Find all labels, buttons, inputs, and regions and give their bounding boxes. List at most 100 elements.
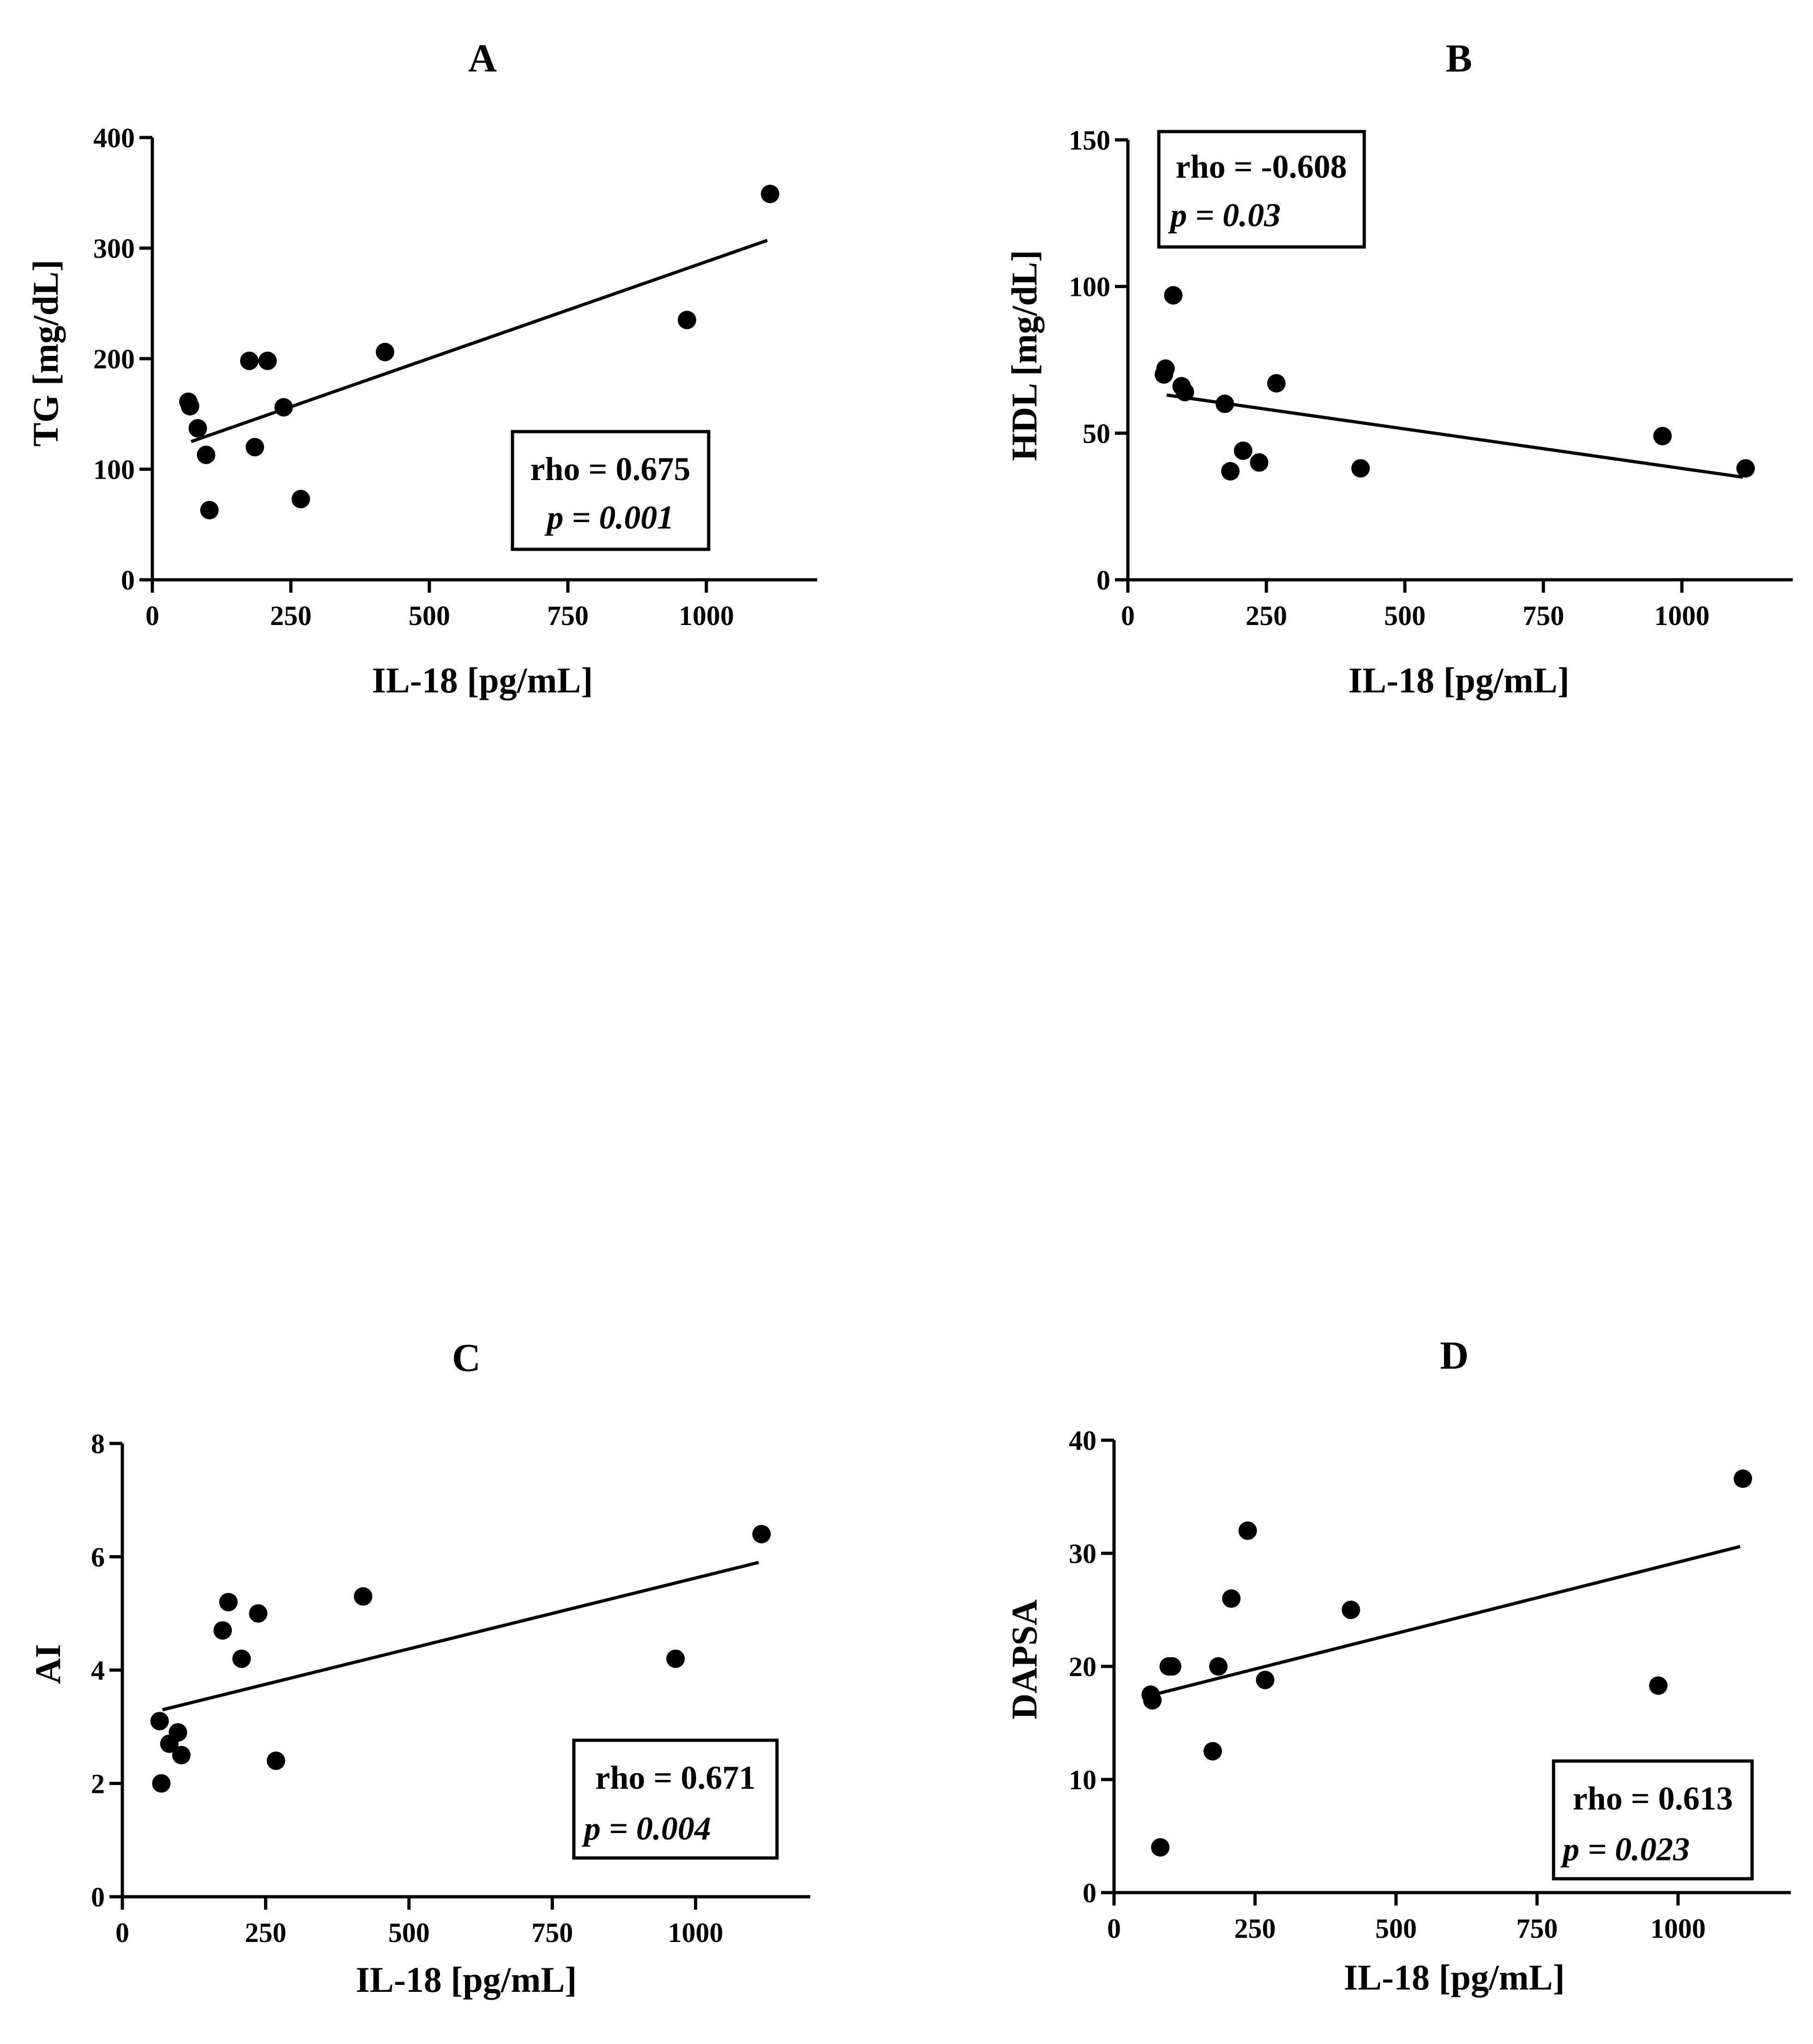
data-point (240, 351, 259, 370)
data-point (181, 397, 199, 415)
data-point (376, 343, 394, 361)
data-point (354, 1587, 373, 1606)
x-axis: 0 250 500 750 1000 (145, 580, 734, 631)
data-point (1267, 374, 1286, 393)
y-axis: 0 10 20 30 40 (1069, 1425, 1114, 1908)
data-point (1156, 359, 1175, 378)
data-point (232, 1649, 251, 1668)
x-tick-label: 1000 (1654, 601, 1710, 631)
x-axis-label: IL-18 [pg/mL] (1349, 660, 1570, 700)
x-tick-label: 750 (1516, 1913, 1558, 1944)
y-axis-label: DAPSA (1004, 1599, 1044, 1719)
data-point (213, 1621, 232, 1640)
x-tick-label: 1000 (668, 1918, 723, 1948)
data-point (1234, 441, 1253, 460)
data-point (1164, 286, 1183, 305)
y-tick-label: 400 (93, 123, 135, 153)
x-tick-label: 0 (1121, 601, 1135, 631)
data-point (761, 185, 779, 204)
data-point (188, 419, 207, 438)
x-tick-label: 750 (1523, 601, 1564, 631)
y-tick-label: 0 (1083, 1878, 1096, 1908)
axes (1108, 1440, 1791, 1899)
data-point (678, 311, 696, 330)
data-point (266, 1751, 285, 1770)
data-point (200, 501, 219, 520)
panel-d: D 0 10 20 30 40 0 250 500 750 1000 DAPSA IL-18 [… (1004, 1333, 1791, 1997)
data-point (1222, 1589, 1241, 1608)
data-point (1209, 1657, 1228, 1676)
regression-line-segment (162, 1561, 759, 1712)
x-tick-label: 750 (531, 1918, 573, 1948)
panel-title: C (452, 1335, 481, 1380)
x-tick-label: 500 (1375, 1913, 1417, 1944)
stats-box-border (1552, 1759, 1754, 1881)
regression-line (1153, 1545, 1741, 1696)
data-point (1238, 1521, 1257, 1540)
x-tick-label: 500 (1384, 601, 1426, 631)
x-tick-label: 250 (270, 601, 312, 631)
y-axis-label: HDL [mg/dL] (1004, 250, 1044, 461)
panel-title: A (468, 36, 497, 80)
regression-line (162, 1561, 759, 1712)
x-tick-label: 1000 (679, 601, 734, 631)
x-tick-label: 250 (1246, 601, 1287, 631)
data-points (179, 185, 779, 520)
x-tick-label: 500 (388, 1918, 430, 1948)
data-point (1203, 1742, 1222, 1761)
data-point (152, 1774, 171, 1793)
x-axis: 0 250 500 750 1000 (1121, 580, 1710, 631)
y-tick-label: 30 (1069, 1539, 1096, 1569)
data-point (752, 1525, 771, 1544)
data-point (1143, 1691, 1162, 1710)
data-point (169, 1723, 187, 1742)
stats-p: p = 0.001 (544, 499, 674, 536)
data-point (666, 1649, 685, 1668)
y-tick-label: 150 (1069, 125, 1110, 156)
regression-line (190, 239, 768, 443)
stats-p: p = 0.03 (1168, 197, 1281, 234)
axes (146, 138, 817, 586)
x-tick-label: 250 (1234, 1913, 1276, 1944)
x-axis-label: IL-18 [pg/mL] (1344, 1957, 1565, 1997)
regression-line (1166, 393, 1743, 479)
y-tick-label: 6 (91, 1542, 105, 1573)
x-axis-label: IL-18 [pg/mL] (372, 660, 593, 700)
data-point (219, 1593, 238, 1611)
regression-line-segment (190, 239, 768, 443)
y-tick-label: 300 (93, 234, 135, 264)
y-tick-label: 100 (93, 455, 135, 485)
y-tick-label: 0 (91, 1882, 105, 1912)
y-axis: 0 2 4 6 8 (91, 1429, 122, 1912)
x-axis: 0 250 500 750 1000 (115, 1897, 723, 1948)
data-point (1736, 459, 1755, 478)
x-axis-label: IL-18 [pg/mL] (356, 1960, 577, 2000)
x-tick-label: 0 (115, 1918, 129, 1948)
y-tick-label: 50 (1083, 418, 1110, 449)
data-point (1221, 462, 1240, 481)
panel-title: B (1446, 36, 1472, 80)
stats-p: p = 0.023 (1560, 1831, 1690, 1868)
panel-title: D (1440, 1333, 1469, 1377)
y-tick-label: 4 (91, 1655, 105, 1686)
data-point (1151, 1838, 1170, 1857)
data-point (1342, 1600, 1361, 1619)
data-point (291, 490, 310, 509)
stats-box: rho = 0.613 p = 0.023 (1552, 1759, 1754, 1881)
stats-box: rho = 0.675 p = 0.001 (511, 430, 711, 551)
axes (116, 1443, 810, 1903)
data-point (1351, 459, 1370, 478)
data-point (1653, 427, 1672, 445)
stats-p: p = 0.004 (581, 1810, 711, 1847)
panel-b: B 0 50 100 150 0 250 500 750 1000 HDL [mg/dL] I… (1004, 36, 1793, 700)
stats-rho: rho = 0.675 (530, 451, 690, 487)
y-tick-label: 20 (1069, 1652, 1096, 1682)
stats-rho: rho = -0.608 (1175, 148, 1347, 185)
y-tick-label: 0 (1096, 565, 1110, 595)
x-tick-label: 500 (409, 601, 450, 631)
stats-rho: rho = 0.613 (1572, 1780, 1733, 1817)
y-tick-label: 40 (1069, 1425, 1096, 1456)
data-point (150, 1712, 169, 1731)
